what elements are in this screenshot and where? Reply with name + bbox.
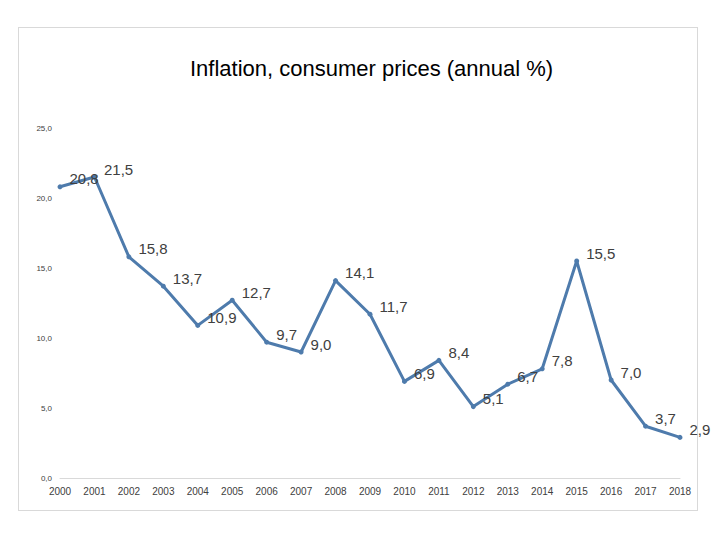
svg-text:2004: 2004 [187,486,210,497]
svg-text:2018: 2018 [669,486,692,497]
svg-text:5,1: 5,1 [483,390,504,407]
svg-text:10,9: 10,9 [207,309,236,326]
svg-text:2013: 2013 [497,486,520,497]
svg-text:2011: 2011 [428,486,450,497]
svg-text:2014: 2014 [531,486,554,497]
svg-text:2012: 2012 [462,486,485,497]
svg-text:2008: 2008 [324,486,347,497]
svg-text:7,8: 7,8 [552,352,573,369]
svg-text:15,8: 15,8 [138,240,167,257]
svg-text:2001: 2001 [83,486,106,497]
svg-text:2000: 2000 [49,486,72,497]
svg-text:10,0: 10,0 [36,334,52,343]
svg-text:12,7: 12,7 [242,284,271,301]
svg-text:21,5: 21,5 [104,161,133,178]
svg-text:25,0: 25,0 [36,124,52,133]
svg-text:8,4: 8,4 [448,344,469,361]
svg-text:2016: 2016 [600,486,623,497]
svg-text:5,0: 5,0 [41,404,53,413]
svg-text:2010: 2010 [393,486,416,497]
svg-text:7,0: 7,0 [621,364,642,381]
svg-text:20,8: 20,8 [70,170,99,187]
svg-text:Inflation, consumer prices (an: Inflation, consumer prices (annual %) [190,56,553,81]
svg-text:2006: 2006 [256,486,279,497]
svg-text:3,7: 3,7 [655,410,676,427]
svg-text:13,7: 13,7 [173,270,202,287]
svg-text:11,7: 11,7 [380,298,408,315]
svg-text:2005: 2005 [221,486,244,497]
svg-text:2015: 2015 [566,486,589,497]
svg-text:6,7: 6,7 [517,368,538,385]
svg-text:14,1: 14,1 [345,264,374,281]
svg-text:2003: 2003 [152,486,175,497]
svg-text:2002: 2002 [118,486,141,497]
svg-text:15,5: 15,5 [586,245,615,262]
svg-text:6,9: 6,9 [414,365,435,382]
svg-text:2,9: 2,9 [690,421,711,438]
svg-text:2009: 2009 [359,486,382,497]
svg-text:2007: 2007 [290,486,313,497]
svg-text:9,0: 9,0 [311,336,332,353]
svg-text:9,7: 9,7 [276,326,297,343]
svg-text:0,0: 0,0 [41,474,53,483]
svg-text:15,0: 15,0 [36,264,52,273]
svg-text:2017: 2017 [634,486,657,497]
svg-text:20,0: 20,0 [36,194,52,203]
